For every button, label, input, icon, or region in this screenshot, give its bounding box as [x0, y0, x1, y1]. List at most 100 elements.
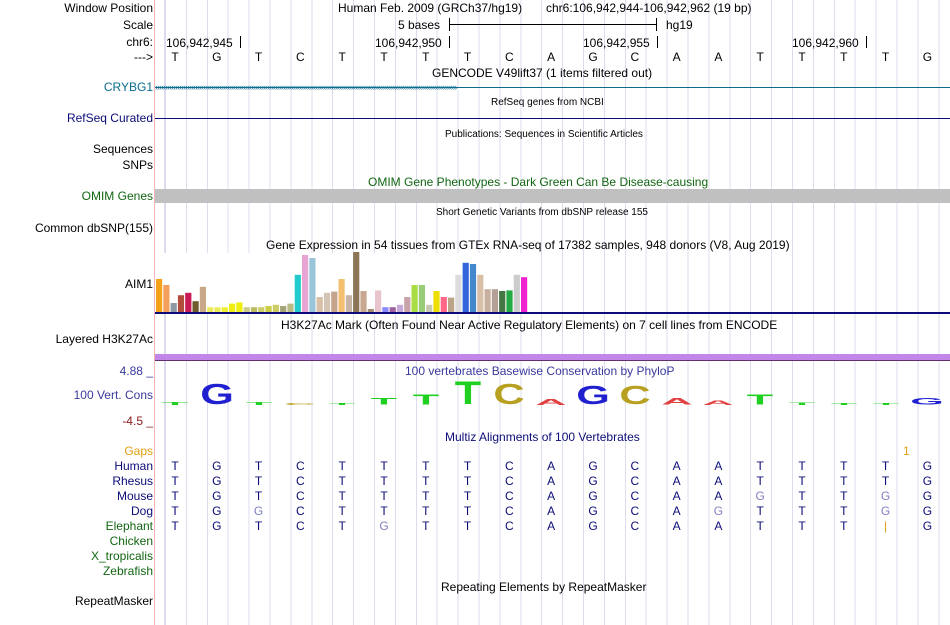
h3k27-label[interactable]: Layered H3K27Ac	[55, 332, 153, 346]
gtex-tissue-bar[interactable]	[272, 304, 279, 312]
gtex-tissue-bar[interactable]	[389, 307, 396, 312]
gtex-tissue-bar[interactable]	[404, 297, 411, 312]
gtex-tissue-bar[interactable]	[250, 307, 258, 312]
gtex-tissue-bar[interactable]	[360, 291, 367, 312]
gtex-tissue-bar[interactable]	[455, 274, 462, 312]
species-label-zebrafish[interactable]: Zebrafish	[102, 564, 153, 578]
gtex-tissue-bar[interactable]	[338, 279, 345, 312]
gtex-tissue-bar[interactable]	[433, 291, 440, 312]
species-label-human[interactable]: Human	[114, 459, 153, 473]
reference-base: T	[171, 50, 179, 64]
reference-base: T	[463, 50, 472, 64]
gtex-tissue-bar[interactable]	[214, 307, 221, 312]
aligned-base: G	[212, 504, 222, 518]
gtex-gene-label[interactable]: AIM1	[124, 277, 153, 291]
omim-label[interactable]: OMIM Genes	[81, 189, 153, 203]
gtex-tissue-bar[interactable]	[469, 264, 477, 312]
alignment-row: T G T C T G T T C A G C A A T T T | G	[155, 519, 950, 534]
position-text[interactable]: chr6:106,942,944-106,942,962 (19 bp)	[546, 1, 752, 15]
label-separator	[154, 0, 155, 625]
aligned-base: C	[505, 489, 514, 503]
gtex-tissue-bar[interactable]	[294, 274, 301, 312]
gtex-tissue-bar[interactable]	[418, 285, 425, 312]
gtex-tissue-bar[interactable]	[243, 307, 250, 312]
gtex-tissue-bar[interactable]	[316, 297, 323, 312]
species-label-elephant[interactable]: Elephant	[105, 519, 153, 533]
gtex-tissue-bar[interactable]	[170, 303, 177, 312]
reference-base: G	[212, 50, 222, 64]
gtex-tissue-bar[interactable]	[382, 307, 389, 312]
gtex-tissue-bar[interactable]	[309, 258, 316, 312]
reference-base: T	[380, 50, 388, 64]
species-label-mouse[interactable]: Mouse	[116, 489, 153, 503]
aligned-base: T	[840, 459, 848, 473]
gtex-tissue-bar[interactable]	[462, 262, 469, 312]
refseq-label[interactable]: RefSeq Curated	[66, 111, 153, 125]
gtex-tissue-bar[interactable]	[221, 307, 228, 312]
gtex-tissue-bar[interactable]	[192, 301, 199, 312]
refseq-gene-line[interactable]	[155, 118, 950, 119]
gtex-tissue-bar[interactable]	[484, 289, 491, 312]
gtex-tissue-bar[interactable]	[185, 292, 192, 312]
gtex-tissue-bar[interactable]	[177, 295, 185, 312]
gtex-tissue-bar[interactable]	[448, 297, 455, 312]
gtex-tissue-bar[interactable]	[236, 302, 243, 312]
pubs-snps-label[interactable]: SNPs	[122, 158, 153, 172]
gtex-tissue-bar[interactable]	[229, 303, 236, 312]
phylop-label[interactable]: 100 Vert. Cons	[73, 388, 153, 402]
gtex-tissue-bar[interactable]	[506, 290, 513, 312]
phylop-glyph: T	[872, 402, 899, 406]
omim-feature-bar[interactable]	[155, 189, 950, 203]
dbsnp-label[interactable]: Common dbSNP(155)	[34, 221, 153, 235]
gtex-tissue-bar[interactable]	[521, 277, 528, 312]
gtex-tissue-bar[interactable]	[280, 306, 287, 312]
gtex-tissue-bar[interactable]	[207, 307, 214, 312]
gtex-bar-chart[interactable]	[155, 251, 950, 314]
gtex-tissue-bar[interactable]	[367, 309, 374, 312]
species-label-dog[interactable]: Dog	[130, 504, 153, 518]
scale-bar-left-tick	[449, 18, 450, 31]
aligned-base: T	[338, 489, 346, 503]
aligned-base: A	[672, 519, 681, 533]
aligned-base: T	[338, 474, 346, 488]
species-label-x_tropicalis[interactable]: X_tropicalis	[90, 549, 153, 563]
species-label-rhesus[interactable]: Rhesus	[112, 474, 153, 488]
aligned-base: G	[922, 504, 933, 518]
gaps-label[interactable]: Gaps	[124, 444, 153, 458]
gtex-tissue-bar[interactable]	[163, 285, 170, 312]
aligned-base: T	[171, 504, 179, 518]
gencode-gene-track[interactable]: ››››››››››››››››››››››››››››››››››››››››…	[155, 83, 950, 92]
aligned-base: C	[296, 504, 305, 518]
gtex-tissue-bar[interactable]	[156, 279, 163, 312]
species-label-chicken[interactable]: Chicken	[109, 534, 153, 548]
gtex-tissue-bar[interactable]	[396, 304, 404, 312]
gtex-tissue-bar[interactable]	[199, 286, 206, 312]
gtex-tissue-bar[interactable]	[345, 295, 352, 312]
gtex-tissue-bar[interactable]	[265, 306, 272, 312]
aligned-base: T	[756, 504, 764, 518]
gtex-tissue-bar[interactable]	[331, 291, 338, 312]
phylop-glyph: A	[535, 397, 567, 407]
gtex-tissue-bar[interactable]	[287, 303, 294, 312]
reference-base: C	[630, 50, 640, 64]
rmsk-label[interactable]: RepeatMasker	[74, 594, 153, 608]
pubs-sequences-label[interactable]: Sequences	[92, 142, 153, 156]
gtex-tissue-bar[interactable]	[411, 285, 418, 312]
gtex-tissue-bar[interactable]	[491, 289, 498, 312]
aligned-base: T	[463, 489, 472, 503]
gtex-tissue-bar[interactable]	[513, 274, 520, 312]
h3k27-signal[interactable]	[155, 354, 950, 360]
gencode-gene-label[interactable]: CRYBG1	[103, 80, 153, 94]
reference-base: T	[840, 50, 848, 64]
gtex-tissue-bar[interactable]	[477, 274, 484, 312]
chrom-label: chr6:	[126, 35, 153, 49]
gtex-tissue-bar[interactable]	[426, 304, 433, 312]
gtex-tissue-bar[interactable]	[302, 255, 309, 312]
gtex-tissue-bar[interactable]	[499, 291, 506, 312]
gtex-tissue-bar[interactable]	[323, 292, 331, 312]
gtex-tissue-bar[interactable]	[440, 297, 447, 312]
gtex-tissue-bar[interactable]	[375, 290, 382, 312]
gtex-tissue-bar[interactable]	[353, 252, 360, 312]
gtex-tissue-bar[interactable]	[258, 307, 265, 312]
